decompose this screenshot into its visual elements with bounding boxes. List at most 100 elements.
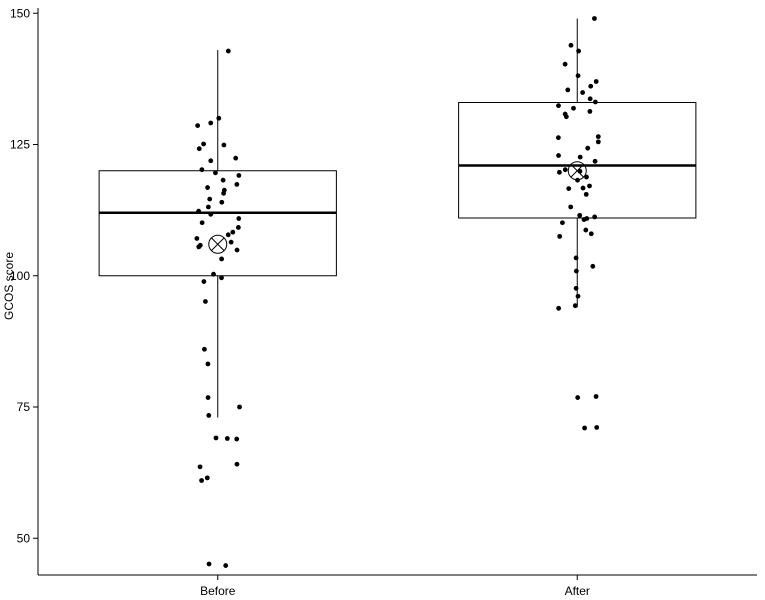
data-point xyxy=(576,48,581,54)
data-point xyxy=(225,232,231,238)
data-point xyxy=(557,169,562,175)
data-point xyxy=(577,212,583,218)
data-point xyxy=(230,229,236,235)
axes: GCOS score xyxy=(2,8,757,576)
data-point xyxy=(201,141,206,147)
data-point xyxy=(575,395,581,400)
data-point xyxy=(201,279,207,284)
jitter-points xyxy=(194,16,601,568)
data-point xyxy=(219,199,225,205)
data-point xyxy=(233,155,239,161)
data-point xyxy=(593,79,599,84)
data-point xyxy=(592,16,597,21)
data-point xyxy=(225,48,231,54)
data-point xyxy=(236,173,242,178)
data-point xyxy=(236,216,242,221)
data-point xyxy=(228,239,234,245)
data-point xyxy=(197,464,203,470)
x-tick-label: After xyxy=(565,584,590,598)
data-point xyxy=(234,182,240,187)
x-tick-label: Before xyxy=(200,584,236,598)
data-point xyxy=(205,185,210,190)
data-point xyxy=(590,263,596,269)
data-point xyxy=(568,42,574,48)
data-point xyxy=(234,247,240,253)
data-point xyxy=(562,167,568,173)
data-point xyxy=(237,404,242,410)
data-point xyxy=(205,395,211,400)
data-point xyxy=(206,413,212,418)
data-point xyxy=(584,174,589,180)
data-point xyxy=(573,285,579,291)
y-tick-label: 125 xyxy=(10,138,30,152)
mean-marker xyxy=(208,234,228,254)
data-point xyxy=(587,96,593,102)
data-point xyxy=(568,204,574,210)
data-point xyxy=(208,158,214,164)
data-point xyxy=(196,208,202,214)
data-point xyxy=(595,139,601,145)
data-point xyxy=(205,361,211,367)
data-point xyxy=(592,214,598,220)
data-point xyxy=(588,83,594,89)
data-point xyxy=(583,227,589,233)
data-point xyxy=(234,436,240,442)
data-point xyxy=(571,105,576,111)
data-point xyxy=(556,103,561,109)
data-point xyxy=(594,425,600,430)
data-point xyxy=(221,142,227,148)
boxes xyxy=(98,18,697,418)
data-point xyxy=(199,220,205,226)
data-point xyxy=(211,271,216,277)
box-before xyxy=(98,50,337,418)
data-point xyxy=(220,177,226,183)
data-point xyxy=(556,153,561,158)
data-point xyxy=(585,145,591,151)
data-point xyxy=(219,275,224,281)
data-point xyxy=(195,123,201,128)
mean-markers xyxy=(208,161,587,254)
data-point xyxy=(208,120,214,126)
mean-circle xyxy=(208,234,228,254)
data-point xyxy=(580,185,586,191)
data-point xyxy=(573,268,579,274)
data-point xyxy=(593,394,599,399)
data-point xyxy=(555,135,561,141)
data-point xyxy=(199,478,204,483)
iqr-box xyxy=(458,102,697,219)
data-point xyxy=(575,293,581,299)
box-after xyxy=(458,18,697,308)
data-point xyxy=(196,244,202,250)
data-point xyxy=(563,114,569,120)
data-point xyxy=(580,90,586,95)
data-point xyxy=(224,436,230,441)
data-point xyxy=(556,305,562,311)
mean-circle xyxy=(567,161,587,181)
data-point xyxy=(213,435,219,441)
data-point xyxy=(202,346,207,352)
y-axis-label: GCOS score xyxy=(2,252,16,320)
data-point xyxy=(199,167,205,173)
data-point xyxy=(592,99,598,105)
data-point xyxy=(582,425,587,431)
data-point xyxy=(206,561,212,567)
data-point xyxy=(208,211,214,217)
data-point xyxy=(219,256,225,262)
data-point xyxy=(203,299,208,304)
data-point xyxy=(587,109,593,114)
data-point xyxy=(583,191,589,197)
y-tick-label: 50 xyxy=(17,531,31,545)
data-point xyxy=(235,225,241,230)
data-point xyxy=(587,183,592,189)
data-point xyxy=(234,461,240,467)
data-point xyxy=(557,233,563,239)
data-point xyxy=(194,236,200,241)
data-point xyxy=(588,231,594,237)
data-point xyxy=(204,475,210,481)
y-tick-label: 150 xyxy=(10,6,30,20)
y-ticks: 50 75 100 125 150 xyxy=(10,6,38,545)
data-point xyxy=(575,73,581,79)
data-point xyxy=(221,190,227,196)
data-point xyxy=(560,220,565,226)
data-point xyxy=(196,146,202,152)
